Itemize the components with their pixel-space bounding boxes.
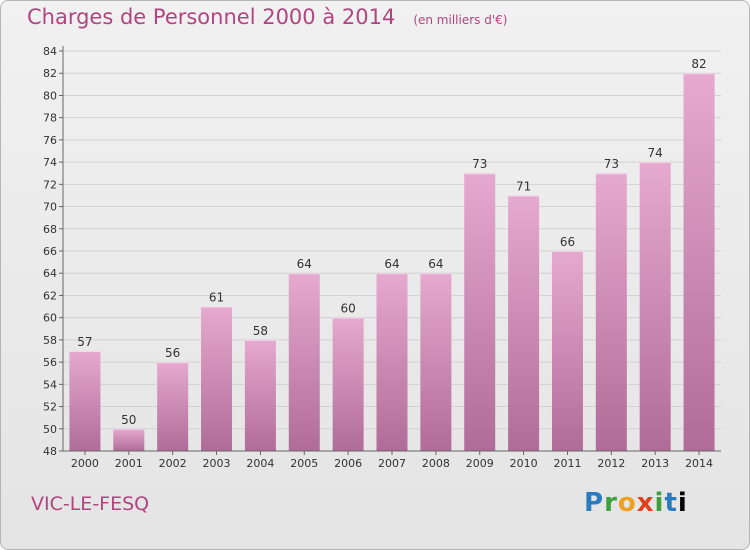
y-tick-label: 48 (43, 445, 57, 458)
y-tick-label: 80 (43, 89, 57, 102)
bar (639, 162, 671, 451)
x-tick-label: 2004 (246, 457, 274, 470)
y-tick-label: 66 (43, 245, 57, 258)
x-tick-label: 2009 (466, 457, 494, 470)
value-label: 82 (691, 57, 706, 71)
value-label: 56 (165, 346, 180, 360)
y-tick-label: 50 (43, 423, 57, 436)
bar (420, 273, 452, 451)
x-tick-label: 2013 (641, 457, 669, 470)
x-tick-label: 2012 (597, 457, 625, 470)
logo-letter: x (636, 488, 655, 518)
x-tick-label: 2006 (334, 457, 362, 470)
value-label: 64 (384, 257, 399, 271)
value-label: 50 (121, 413, 136, 427)
value-label: 74 (648, 146, 663, 160)
y-tick-label: 72 (43, 178, 57, 191)
value-labels: 57 50 56 61 58 64 60 64 64 73 71 66 73 74 82 (77, 57, 706, 427)
x-tick-label: 2005 (290, 457, 318, 470)
y-tick-label: 70 (43, 201, 57, 214)
x-tick-label: 2008 (422, 457, 450, 470)
bar (157, 362, 189, 451)
logo-letter: t (664, 488, 678, 518)
y-tick-label: 64 (43, 267, 57, 280)
value-label: 71 (516, 179, 531, 193)
x-tick-label: 2014 (685, 457, 713, 470)
y-tick-label: 76 (43, 134, 57, 147)
value-label: 73 (472, 157, 487, 171)
logo-letter: P (584, 488, 605, 518)
bar (376, 273, 408, 451)
logo-letter: i (677, 488, 688, 518)
y-tick-label: 82 (43, 67, 57, 80)
y-tick-label: 78 (43, 112, 57, 125)
value-label: 61 (209, 291, 224, 305)
bar (201, 306, 233, 451)
value-label: 60 (340, 302, 355, 316)
y-tick-label: 60 (43, 312, 57, 325)
x-tick-label: 2000 (71, 457, 99, 470)
bar (113, 428, 145, 451)
y-tick-label: 84 (43, 45, 57, 58)
chart-subtitle: (en milliers d'€) (413, 13, 508, 27)
bar (595, 173, 627, 451)
y-tick-label: 52 (43, 401, 57, 414)
value-label: 58 (253, 324, 268, 338)
logo-letter: o (617, 488, 637, 518)
y-tick-label: 68 (43, 223, 57, 236)
bar (69, 351, 101, 451)
value-label: 57 (77, 335, 92, 349)
value-label: 64 (428, 257, 443, 271)
bar (551, 251, 583, 451)
value-label: 66 (560, 235, 575, 249)
bar (508, 195, 540, 451)
x-tick-label: 2011 (553, 457, 581, 470)
bar (683, 73, 715, 451)
chart-title: Charges de Personnel 2000 à 2014 (en mill… (27, 5, 507, 29)
commune-name: VIC-LE-FESQ (31, 493, 150, 515)
value-label: 73 (604, 157, 619, 171)
x-tick-label: 2010 (510, 457, 538, 470)
value-label: 64 (297, 257, 312, 271)
y-tick-label: 62 (43, 289, 57, 302)
y-tick-label: 58 (43, 334, 57, 347)
y-tick-label: 74 (43, 156, 57, 169)
logo-letter: i (654, 488, 665, 518)
bars (69, 73, 715, 451)
bar (332, 317, 364, 451)
proxiti-logo: Proxiti (584, 488, 688, 518)
y-tick-label: 54 (43, 378, 57, 391)
y-tick-label: 56 (43, 356, 57, 369)
x-tick-labels: 2000 2001 2002 2003 2004 2005 2006 2007 2008 2009… (71, 457, 713, 470)
axes (59, 46, 721, 455)
y-tick-labels: 48 50 52 54 56 58 60 62 64 66 68 70 72 74 76 78 80 82 84 (43, 45, 57, 458)
logo-letter: r (604, 488, 618, 518)
bar (464, 173, 496, 451)
x-tick-label: 2007 (378, 457, 406, 470)
bar (288, 273, 320, 451)
bar (244, 339, 276, 451)
chart-title-text: Charges de Personnel 2000 à 2014 (27, 5, 396, 29)
x-tick-label: 2003 (203, 457, 231, 470)
x-tick-label: 2001 (115, 457, 143, 470)
x-tick-label: 2002 (159, 457, 187, 470)
